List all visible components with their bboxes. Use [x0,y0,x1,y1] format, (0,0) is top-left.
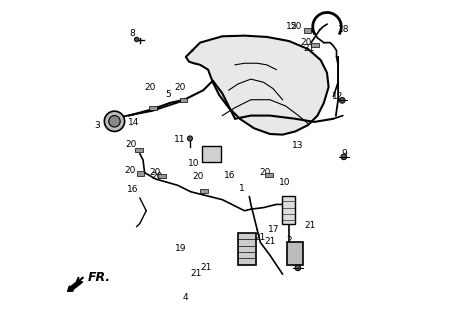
Text: 21: 21 [191,269,202,278]
Bar [238,233,256,265]
Text: 21: 21 [201,263,212,272]
Text: 21: 21 [303,44,314,53]
Text: 15: 15 [286,22,298,31]
Text: 12: 12 [331,92,343,101]
Text: 19: 19 [175,244,187,253]
Bar [202,146,221,162]
Text: 21: 21 [264,237,276,246]
Bar [158,174,166,178]
Text: 7: 7 [203,148,209,157]
Text: 20: 20 [149,168,161,177]
Text: 16: 16 [224,171,235,180]
Bar [266,173,273,178]
Text: FR.: FR. [88,271,111,284]
Text: 18: 18 [338,25,349,34]
Text: 20: 20 [259,168,271,177]
Text: 10: 10 [188,159,199,168]
Circle shape [109,116,120,127]
Text: 1: 1 [239,184,245,193]
Circle shape [104,111,124,132]
Circle shape [340,98,345,103]
Text: 9: 9 [341,148,347,157]
Text: 13: 13 [292,141,304,150]
Text: 6: 6 [283,203,289,212]
Text: 13: 13 [286,254,298,263]
Text: 5: 5 [165,91,170,100]
Text: 16: 16 [127,185,138,194]
Text: 4: 4 [182,293,188,302]
Text: 8: 8 [130,28,135,38]
Circle shape [188,136,193,141]
Text: 11: 11 [174,135,185,144]
Bar [304,28,311,33]
Bar [282,196,295,224]
FancyArrow shape [68,280,81,292]
Text: 20: 20 [151,172,162,181]
Text: 14: 14 [128,118,139,127]
Text: 10: 10 [279,178,291,187]
Polygon shape [186,36,329,135]
Text: 17: 17 [268,225,280,234]
Bar [149,106,157,110]
Text: 20: 20 [124,166,136,175]
Text: 3: 3 [94,121,100,130]
Circle shape [295,265,301,271]
Text: 20: 20 [174,83,185,92]
Text: 20: 20 [144,83,156,92]
Circle shape [341,154,347,160]
Text: 21: 21 [255,233,266,242]
Bar [200,189,208,193]
Bar [137,171,144,176]
Text: 20: 20 [125,140,137,149]
Bar [312,43,319,47]
Text: 20: 20 [300,38,312,47]
Text: 2: 2 [286,236,292,245]
Circle shape [134,37,139,42]
Bar [135,148,143,152]
Bar [179,98,187,102]
Text: 20: 20 [290,22,302,31]
Text: 20: 20 [192,172,203,181]
Bar [287,243,303,265]
Text: 21: 21 [304,220,315,229]
